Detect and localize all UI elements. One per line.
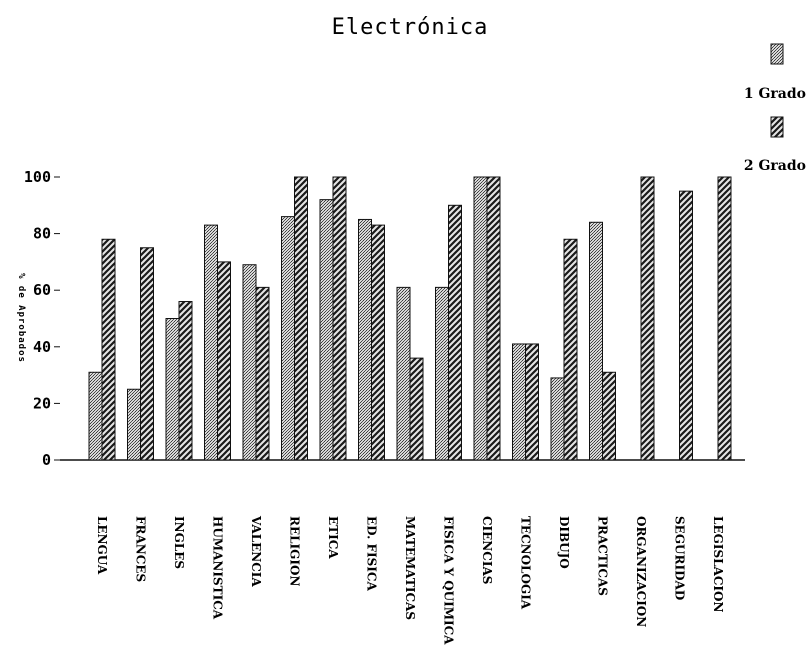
x-tick-label-lengua: LENGUA bbox=[95, 516, 109, 575]
bar-2-grado-ingles bbox=[178, 301, 193, 461]
legend-swatch-1-grado bbox=[770, 43, 784, 65]
legend-label-2-grado: 2 Grado bbox=[744, 158, 806, 174]
x-tick-label-frances: FRANCES bbox=[134, 516, 148, 582]
bar-2-grado-legislacion bbox=[717, 176, 732, 461]
bar-2-grado-tecnologia bbox=[525, 343, 539, 461]
bar-2-grado-ciencias bbox=[486, 176, 501, 461]
bar-1-grado-ingles bbox=[165, 318, 180, 461]
chart-title: Electrónica bbox=[332, 15, 489, 40]
bar-2-grado-frances bbox=[140, 247, 154, 461]
bar-2-grado-dibujo bbox=[563, 238, 578, 461]
bar-1-grado-dibujo bbox=[550, 377, 565, 461]
y-tick-label: 80 bbox=[33, 225, 51, 243]
bar-1-grado-matematicas bbox=[396, 286, 411, 461]
x-tick-label-ed-fisica: ED. FISICA bbox=[365, 516, 379, 591]
bar-2-grado-lengua bbox=[101, 238, 116, 461]
bar-2-grado-ed-fisica bbox=[371, 224, 385, 461]
x-tick-label-organizacion: ORGANIZACION bbox=[634, 516, 648, 627]
x-tick-label-ciencias: CIENCIAS bbox=[480, 516, 494, 584]
legend: 1 Grado 2 Grado bbox=[744, 43, 806, 174]
x-tick-label-practicas: PRACTICAS bbox=[596, 516, 610, 596]
bar-2-grado-organizacion bbox=[640, 176, 655, 461]
bar-1-grado-tecnologia bbox=[512, 343, 526, 461]
bar-2-grado-practicas bbox=[602, 371, 616, 461]
x-tick-label-valencia: VALENCIA bbox=[249, 515, 263, 587]
y-tick-label: 40 bbox=[33, 338, 51, 356]
bar-1-grado-etica bbox=[319, 199, 334, 461]
bar-2-grado-religion bbox=[294, 176, 308, 461]
y-tick-label: 60 bbox=[33, 281, 51, 299]
bar-1-grado-ed-fisica bbox=[358, 218, 372, 461]
y-axis-label: % de Aprobados bbox=[16, 273, 26, 363]
bar-2-grado-valencia bbox=[255, 286, 270, 461]
legend-label-1-grado: 1 Grado bbox=[744, 86, 806, 102]
bar-1-grado-fisica-y-quimica bbox=[435, 286, 449, 461]
bar-1-grado-humanistica bbox=[204, 224, 218, 461]
y-tick-label: 20 bbox=[33, 394, 51, 412]
bar-2-grado-humanistica bbox=[217, 261, 231, 461]
bar-1-grado-ciencias bbox=[473, 176, 488, 461]
x-tick-label-matematicas: MATEMATICAS bbox=[403, 516, 417, 620]
x-tick-label-dibujo: DIBUJO bbox=[557, 516, 571, 569]
x-tick-label-humanistica: HUMANISTICA bbox=[211, 516, 225, 620]
bar-2-grado-fisica-y-quimica bbox=[448, 204, 462, 461]
x-tick-label-legislacion: LEGISLACION bbox=[711, 516, 725, 612]
bar-2-grado-matematicas bbox=[409, 357, 424, 461]
bar-1-grado-frances bbox=[127, 388, 141, 461]
x-tick-label-fisica-y-quimica: FISICA Y QUIMICA bbox=[442, 516, 456, 645]
x-tick-label-ingles: INGLES bbox=[172, 516, 186, 569]
x-tick-label-religion: RELIGION bbox=[288, 516, 302, 586]
x-tick-label-seguridad: SEGURIDAD bbox=[673, 516, 687, 600]
legend-swatch-2-grado bbox=[770, 116, 784, 138]
bar-2-grado-seguridad bbox=[679, 190, 693, 461]
bar-1-grado-valencia bbox=[242, 264, 257, 461]
bar-1-grado-practicas bbox=[589, 221, 603, 461]
y-tick-label: 100 bbox=[24, 168, 51, 186]
bar-1-grado-religion bbox=[281, 216, 295, 461]
bar-2-grado-etica bbox=[332, 176, 347, 461]
bar-1-grado-lengua bbox=[88, 371, 103, 461]
x-tick-label-etica: ETICA bbox=[326, 516, 340, 559]
x-tick-label-tecnologia: TECNOLOGIA bbox=[519, 516, 533, 610]
y-tick-label: 0 bbox=[42, 451, 51, 469]
